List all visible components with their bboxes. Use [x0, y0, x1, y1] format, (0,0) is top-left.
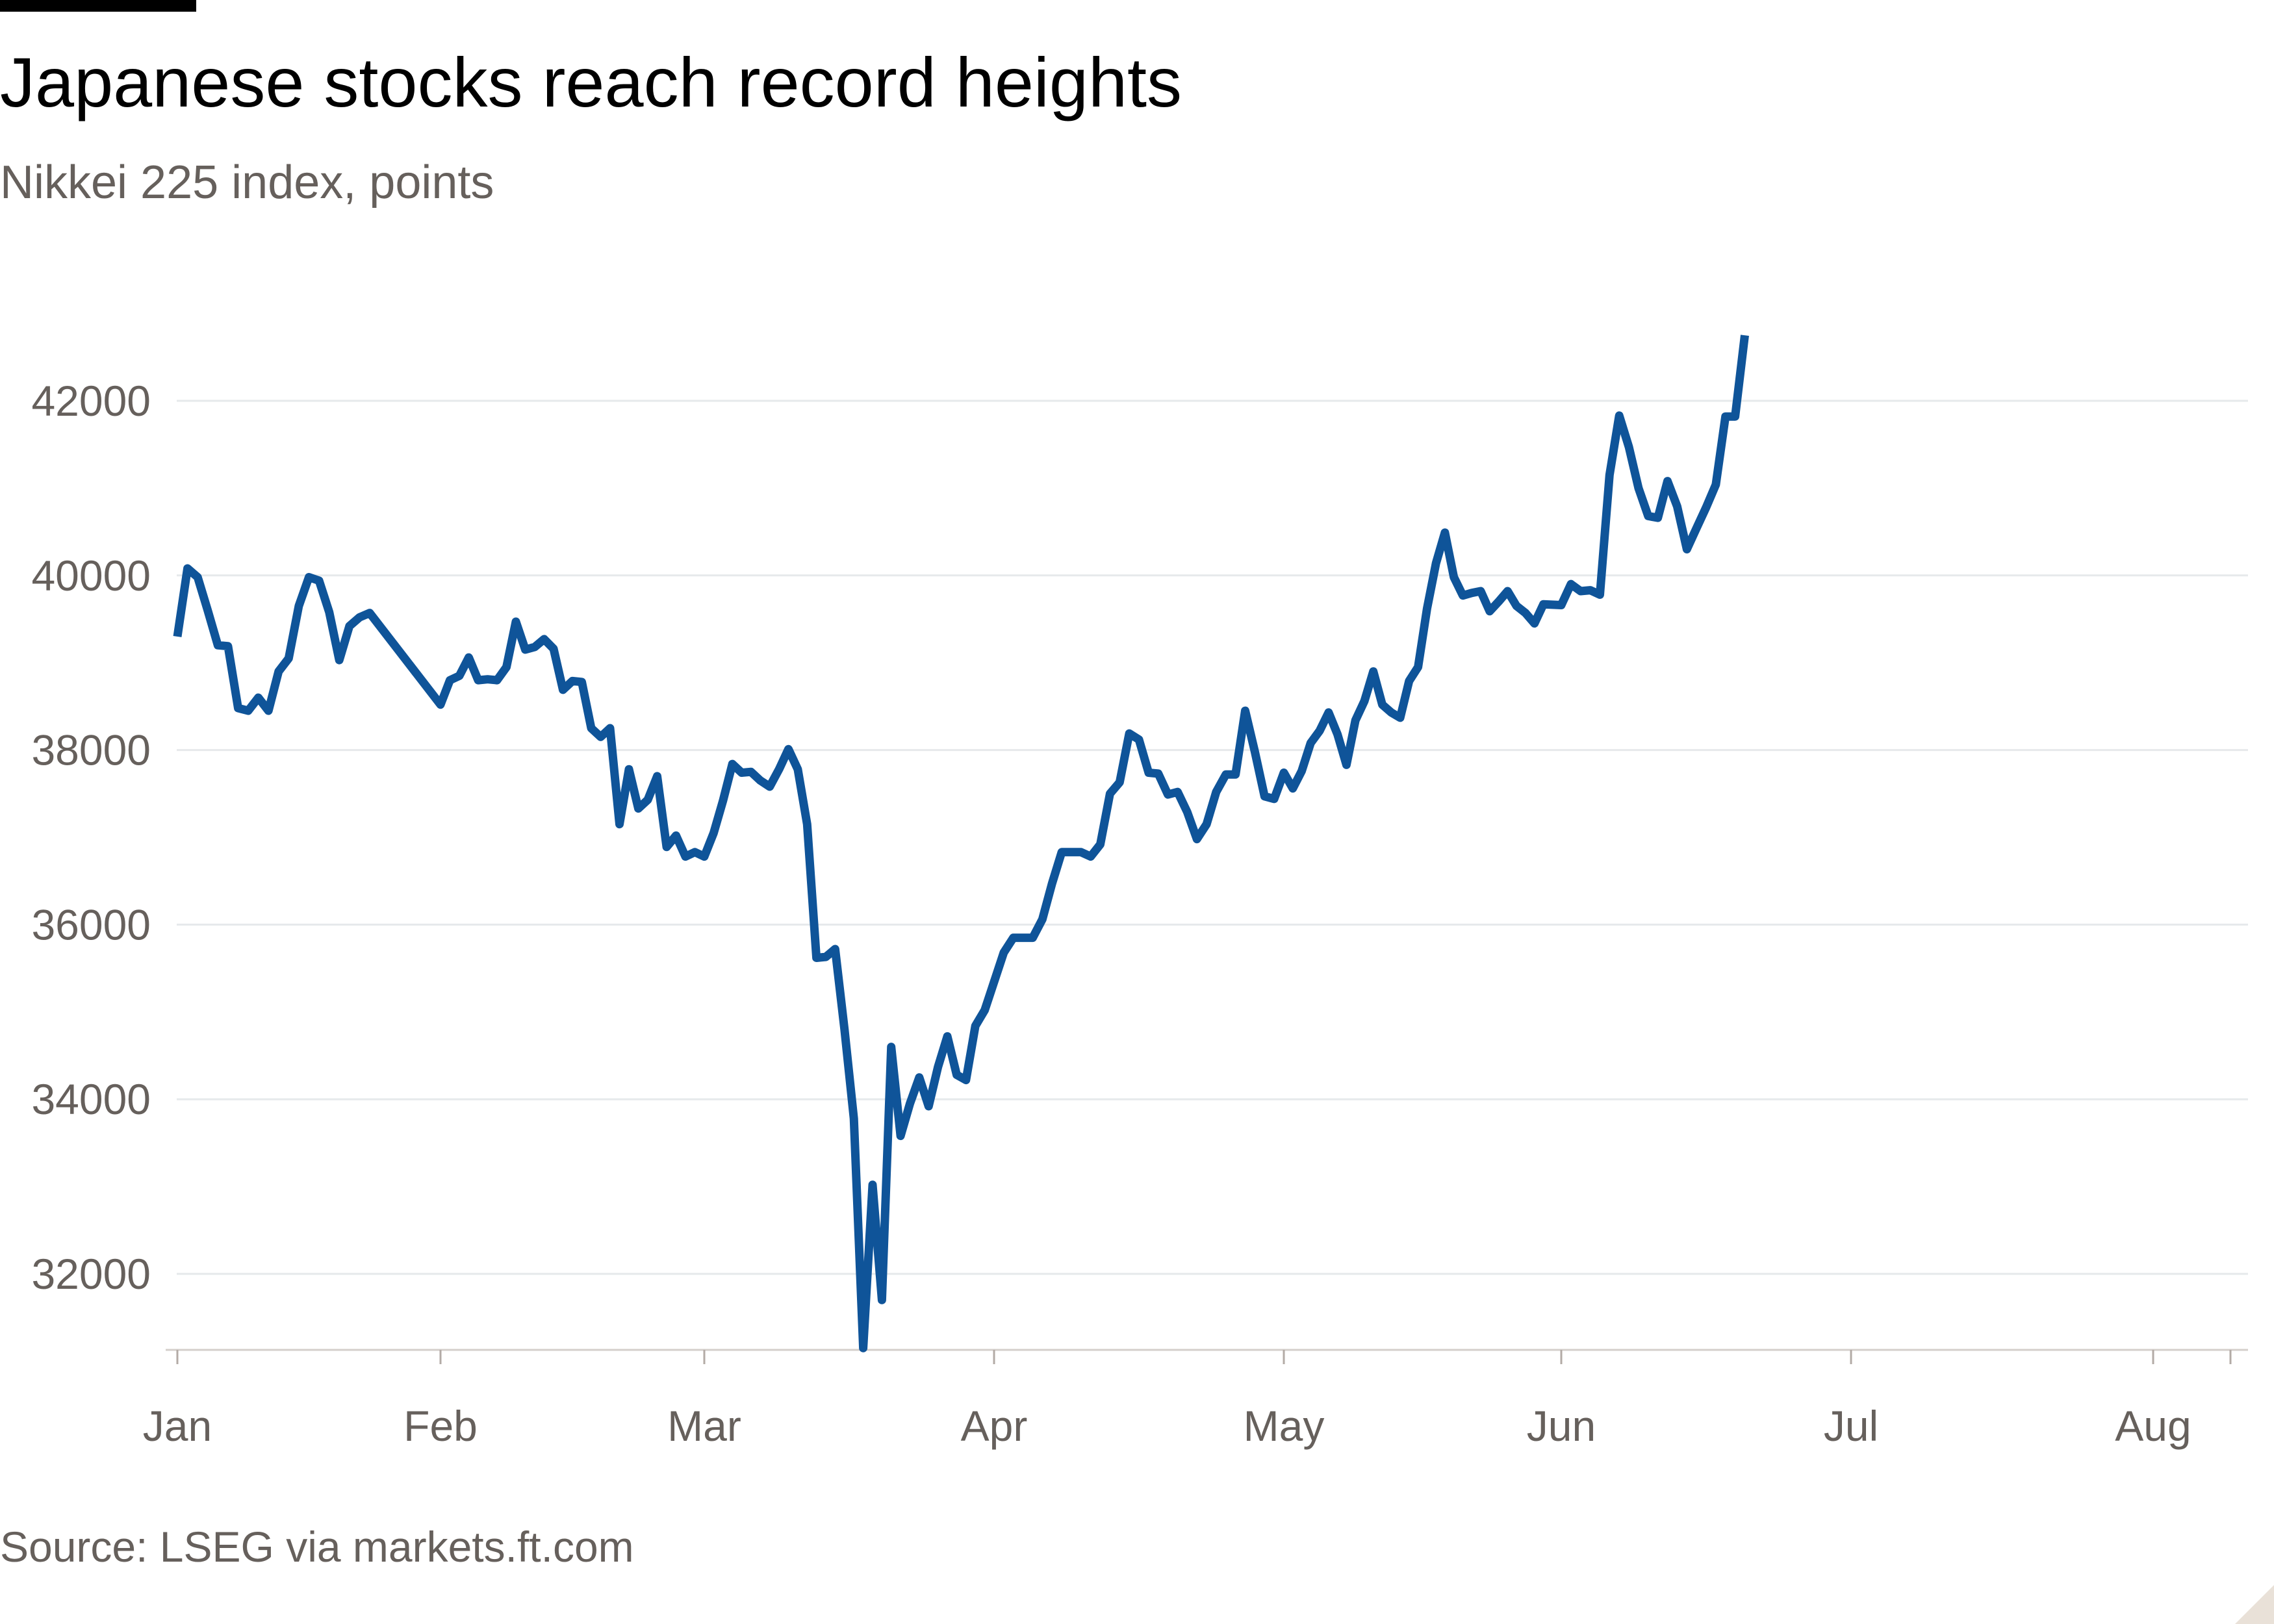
nikkei-225-line [173, 335, 1749, 1352]
y-tick-label: 32000 [31, 1250, 151, 1298]
y-tick-label: 34000 [31, 1075, 151, 1123]
x-tick-label: Apr [961, 1402, 1028, 1450]
y-axis-tick-labels: 32000 34000 36000 38000 40000 42000 [31, 377, 151, 1298]
series-layer [173, 335, 1749, 1352]
gridlines [177, 400, 2248, 1275]
ft-top-bar [0, 0, 196, 12]
y-tick-label: 40000 [31, 552, 151, 600]
x-tick-label: Jan [143, 1402, 212, 1450]
x-tick-label: Aug [2115, 1402, 2191, 1450]
chart-title: Japanese stocks reach record heights [0, 43, 1182, 121]
x-tick-label: Jun [1527, 1402, 1596, 1450]
y-tick-label: 36000 [31, 900, 151, 948]
y-tick-label: 42000 [31, 377, 151, 425]
x-axis: Jan Feb Mar Apr May Jun Jul Aug [143, 1349, 2248, 1450]
x-tick-label: Feb [403, 1402, 478, 1450]
chart-source: Source: LSEG via markets.ft.com [0, 1523, 634, 1571]
y-tick-label: 38000 [31, 726, 151, 774]
chart-subtitle: Nikkei 225 index, points [0, 157, 494, 209]
corner-decoration [2235, 1585, 2274, 1624]
x-tick-label: Mar [667, 1402, 741, 1450]
x-tick-label: May [1244, 1402, 1325, 1450]
x-tick-label: Jul [1824, 1402, 1878, 1450]
